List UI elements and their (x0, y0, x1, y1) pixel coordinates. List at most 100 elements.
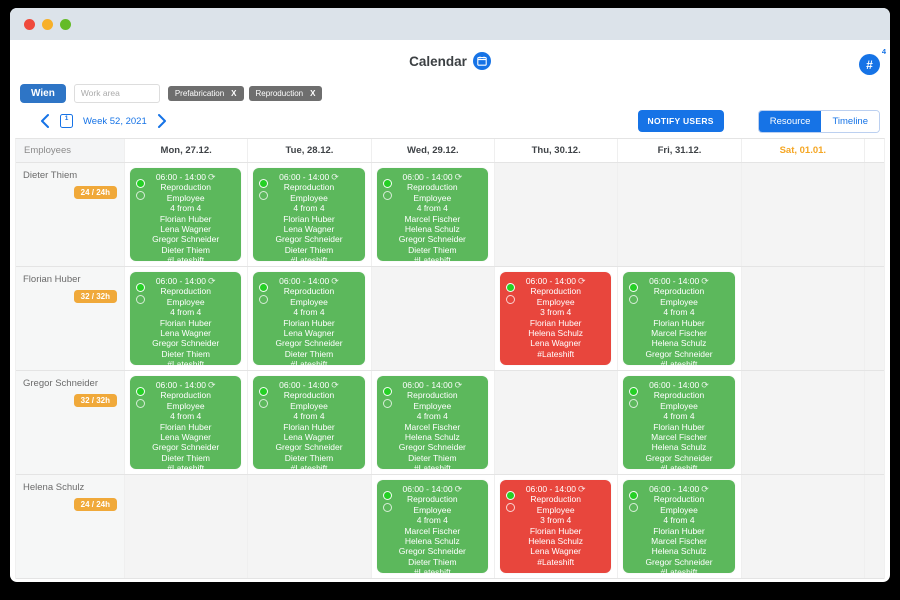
day-cell: 06:00 - 14:00 ⟳ Reproduction Employee 4 from… (618, 475, 742, 578)
shift-card[interactable]: 06:00 - 14:00 ⟳ Reproduction Employee 4 from… (376, 480, 488, 577)
status-dot-off (259, 191, 269, 200)
remove-tag-button[interactable]: X (310, 88, 316, 98)
shift-card[interactable]: 06:00 - 14:00 ⟳ Reproduction Employee 3 from… (500, 480, 612, 573)
filter-tag-label: Prefabrication (174, 88, 225, 98)
recurring-icon: ⟳ (701, 380, 709, 390)
shift-department: Reproduction (653, 390, 705, 401)
shift-card[interactable]: 06:00 - 14:00 ⟳ Reproduction Employee 4 from… (253, 168, 365, 265)
shift-role: Employee (290, 192, 328, 203)
employees-header: Employees (16, 139, 125, 162)
shift-employee-name: Marcel Fischer (651, 328, 707, 339)
shift-employee-name: Marcel Fischer (404, 213, 461, 224)
shift-staffing: 4 from 4 (416, 203, 448, 214)
status-dot-on (382, 491, 392, 500)
shift-department: Reproduction (283, 182, 335, 193)
status-dot-off (382, 503, 392, 512)
shift-employee-name: Lena Wagner (160, 432, 212, 443)
view-toggle-resource[interactable]: Resource (758, 110, 822, 132)
shift-employee-name: Marcel Fischer (404, 421, 461, 432)
shift-department: Reproduction (283, 286, 335, 297)
day-cell: 06:00 - 14:00 ⟳ Reproduction Employee 4 from… (371, 371, 495, 474)
shift-employee-name: Gregor Schneider (645, 348, 713, 359)
shift-hashtag: #Lateshift (290, 359, 328, 370)
shift-card[interactable]: 06:00 - 14:00 ⟳ Reproduction Employee 4 from… (130, 272, 242, 369)
employee-name: Florian Huber (23, 274, 81, 285)
day-cell: 06:00 - 14:00 ⟳ Reproduction Employee 4 from… (371, 163, 495, 266)
shift-card[interactable]: 06:00 - 14:00 ⟳ Reproduction Employee 4 from… (376, 376, 488, 473)
notify-users-button[interactable]: NOTIFY USERS (637, 110, 724, 132)
shift-role: Employee (166, 296, 205, 307)
shift-employee-name: Dieter Thiem (161, 452, 210, 463)
shift-role: Employee (413, 400, 452, 411)
attendance-dots (506, 491, 515, 512)
channels-button[interactable]: 4 # (859, 47, 886, 75)
filter-tags: Prefabrication X Reproduction X (167, 85, 323, 101)
shift-card[interactable]: 06:00 - 14:00 ⟳ Reproduction Employee 4 from… (623, 376, 735, 473)
app-window: Calendar 4 # Wien PrefabricationXReprodu… (10, 8, 890, 582)
hours-badge: 32 / 32h (73, 290, 117, 303)
shift-employee-name: Florian Huber (653, 317, 705, 328)
shift-hashtag: #Lateshift (537, 556, 575, 567)
window-zoom-button[interactable] (60, 18, 71, 30)
window-close-button[interactable] (24, 18, 35, 30)
shift-employee-name: Gregor Schneider (398, 442, 466, 453)
shift-card[interactable]: 06:00 - 14:00 ⟳ Reproduction Employee 4 from… (376, 168, 488, 265)
shift-department: Reproduction (160, 390, 211, 401)
shift-employee-name: Dieter Thiem (284, 452, 334, 463)
next-week-button[interactable] (157, 113, 167, 129)
previous-week-button[interactable] (40, 113, 50, 129)
shift-time: 06:00 - 14:00 ⟳ (155, 172, 216, 182)
shift-time: 06:00 - 14:00 ⟳ (402, 172, 463, 182)
shift-employee-name: Helena Schulz (404, 432, 460, 443)
attendance-dots (259, 283, 269, 304)
recurring-icon: ⟳ (577, 484, 586, 494)
shift-employee-name: Gregor Schneider (152, 442, 220, 453)
shift-time: 06:00 - 14:00 ⟳ (402, 484, 463, 494)
shift-employee-name: Helena Schulz (651, 546, 707, 557)
shift-card[interactable]: 06:00 - 14:00 ⟳ Reproduction Employee 4 from… (253, 376, 365, 473)
shift-employee-name: Dieter Thiem (284, 244, 334, 255)
work-area-input[interactable] (73, 83, 160, 103)
shift-card[interactable]: 06:00 - 14:00 ⟳ Reproduction Employee 4 from… (130, 168, 242, 265)
attendance-dots (506, 283, 515, 304)
shift-department: Reproduction (407, 390, 458, 401)
shift-role: Employee (166, 400, 205, 411)
shift-card[interactable]: 06:00 - 14:00 ⟳ Reproduction Employee 3 from… (500, 272, 612, 365)
attendance-dots (136, 179, 145, 200)
status-dot-on (136, 283, 145, 292)
window-minimize-button[interactable] (42, 18, 53, 30)
shift-department: Reproduction (407, 494, 458, 505)
remove-tag-button[interactable]: X (231, 88, 237, 98)
shift-card[interactable]: 06:00 - 14:00 ⟳ Reproduction Employee 4 from… (623, 480, 735, 577)
channels-badge: 4 (881, 47, 886, 56)
status-dot-off (506, 295, 515, 304)
attendance-dots (629, 387, 639, 408)
shift-role: Employee (536, 296, 575, 307)
day-header: Fri, 31.12. (618, 139, 742, 162)
day-header: Mon, 27.12. (125, 139, 249, 162)
view-toggle-timeline[interactable]: Timeline (821, 110, 879, 132)
status-dot-off (629, 295, 639, 304)
day-cell: 06:00 - 14:00 ⟳ Reproduction Employee 3 from… (495, 475, 619, 578)
shift-employee-name: Lena Wagner (530, 338, 582, 349)
shift-staffing: 4 from 4 (416, 515, 448, 526)
status-dot-off (629, 399, 639, 408)
shift-role: Employee (660, 504, 698, 515)
recurring-icon: ⟳ (331, 380, 339, 390)
location-button[interactable]: Wien (20, 83, 66, 103)
hours-badge: 24 / 24h (73, 186, 117, 199)
shift-card[interactable]: 06:00 - 14:00 ⟳ Reproduction Employee 4 from… (130, 376, 242, 473)
shift-staffing: 4 from 4 (293, 203, 325, 214)
hours-badge: 24 / 24h (73, 498, 117, 511)
employee-name: Dieter Thiem (23, 170, 78, 181)
shift-card[interactable]: 06:00 - 14:00 ⟳ Reproduction Employee 4 from… (623, 272, 735, 369)
shift-role: Employee (413, 504, 452, 515)
shift-employee-name: Dieter Thiem (408, 244, 457, 255)
status-dot-off (382, 399, 392, 408)
shift-card[interactable]: 06:00 - 14:00 ⟳ Reproduction Employee 4 from… (253, 272, 365, 369)
shift-hashtag: #Lateshift (660, 463, 698, 474)
shift-employee-name: Dieter Thiem (161, 244, 210, 255)
day-cell (741, 371, 865, 474)
shift-employee-name: Helena Schulz (404, 224, 460, 235)
shift-department: Reproduction (530, 494, 581, 505)
